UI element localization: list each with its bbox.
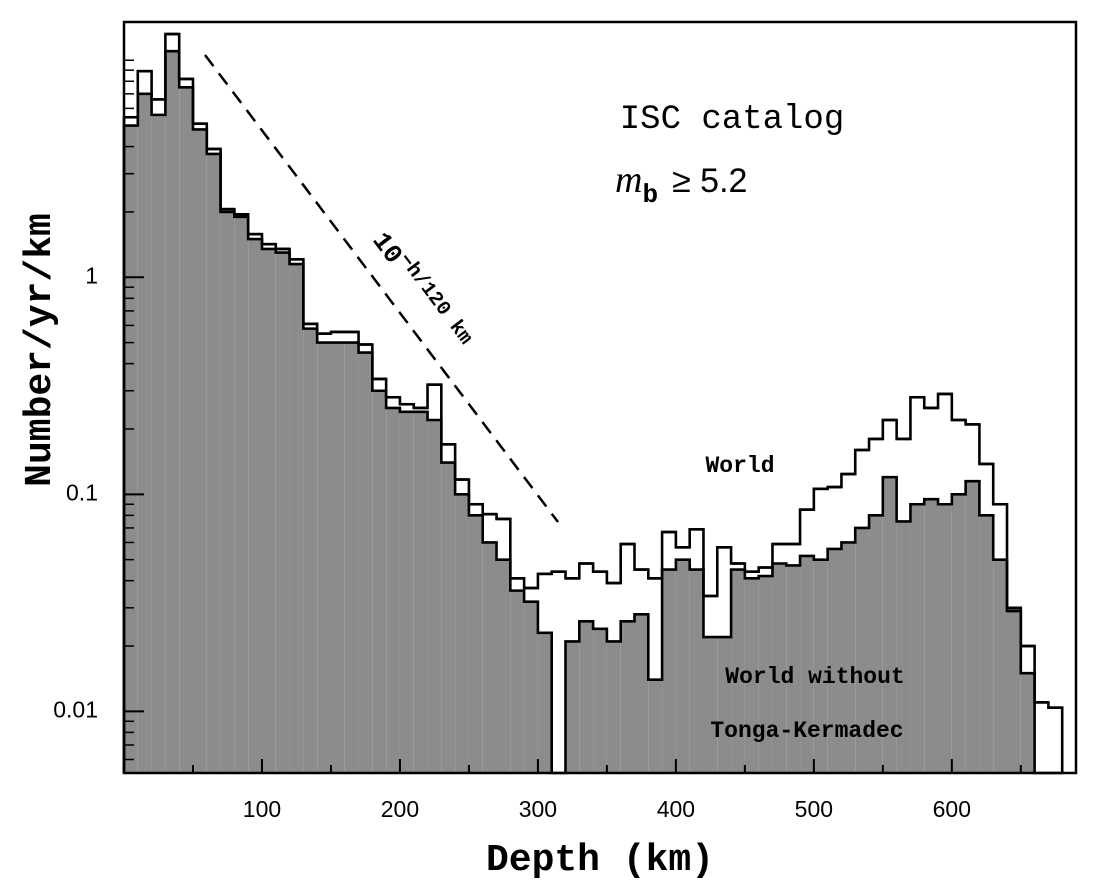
bar xyxy=(565,641,580,773)
step-outline xyxy=(122,32,1064,773)
bar xyxy=(717,637,732,773)
bar xyxy=(910,504,925,773)
bar xyxy=(206,153,221,773)
bar xyxy=(468,515,483,773)
bar xyxy=(330,342,345,773)
bar xyxy=(965,481,980,773)
bar xyxy=(289,264,304,773)
y-tick-label: 0.01 xyxy=(53,696,98,722)
bar xyxy=(386,407,400,773)
bar xyxy=(813,559,828,773)
label-world: World xyxy=(705,453,774,479)
magnitude-subscript: b xyxy=(642,180,658,210)
x-axis-label: Depth (km) xyxy=(486,839,714,882)
bar xyxy=(303,328,318,773)
bar xyxy=(220,211,235,774)
x-tick-label: 200 xyxy=(381,796,419,822)
slope-line xyxy=(204,54,559,523)
annotation-slope: 10−h/120 km xyxy=(366,224,477,356)
bar xyxy=(1020,673,1035,773)
bar xyxy=(579,621,594,773)
bar xyxy=(786,565,801,773)
bar xyxy=(703,637,718,773)
bar xyxy=(634,614,649,773)
bar xyxy=(344,342,359,773)
bar xyxy=(800,555,814,773)
bar xyxy=(151,114,166,774)
bar xyxy=(1007,607,1021,773)
bar xyxy=(758,576,773,773)
bar xyxy=(124,125,138,774)
bar xyxy=(358,352,373,773)
bar xyxy=(524,601,538,773)
bar xyxy=(744,578,759,773)
bar xyxy=(662,569,676,773)
magnitude-symbol: m xyxy=(615,159,642,201)
plot-layer xyxy=(122,32,1064,775)
bar xyxy=(993,559,1008,773)
annotation-catalog: ISC catalog xyxy=(620,101,844,139)
bar xyxy=(924,499,939,773)
bar xyxy=(606,641,621,773)
bar xyxy=(593,628,607,773)
bar xyxy=(869,515,883,773)
bar xyxy=(896,521,911,773)
bar xyxy=(165,51,180,774)
bar xyxy=(261,248,276,773)
x-tick-label: 600 xyxy=(933,796,971,822)
bar xyxy=(772,563,787,773)
bar xyxy=(275,252,290,773)
bar xyxy=(179,87,193,773)
bar xyxy=(496,559,511,773)
bar xyxy=(317,342,331,773)
bar xyxy=(855,527,870,773)
bar xyxy=(537,632,552,773)
bar xyxy=(248,239,262,773)
bar xyxy=(620,621,635,773)
plot-frame xyxy=(122,20,1078,775)
bar xyxy=(510,590,525,773)
x-tick-label: 400 xyxy=(657,796,695,822)
bar xyxy=(427,419,442,773)
x-tick-label: 500 xyxy=(795,796,833,822)
bar xyxy=(938,504,952,773)
bar xyxy=(192,129,207,774)
x-tick-label: 100 xyxy=(243,796,281,822)
slope-exponent: −h/120 km xyxy=(393,249,476,349)
bar xyxy=(441,462,456,773)
bar xyxy=(841,542,856,773)
bar xyxy=(137,93,152,773)
annotation-magnitude: mb ≥ 5.2 xyxy=(615,159,747,210)
label-filtered-2: Tonga-Kermadec xyxy=(710,718,903,744)
y-axis-label: Number/yr/km xyxy=(19,213,62,487)
bar xyxy=(882,477,897,773)
magnitude-relation: ≥ 5.2 xyxy=(672,162,747,200)
x-tick-label: 300 xyxy=(519,796,557,822)
bar xyxy=(731,569,745,773)
bar xyxy=(413,411,428,773)
bar xyxy=(827,548,842,773)
bar xyxy=(482,542,497,773)
step-outline xyxy=(122,49,1063,775)
y-tick-label: 0.1 xyxy=(66,479,98,505)
bar xyxy=(234,216,249,773)
bar xyxy=(675,559,690,773)
bar xyxy=(979,515,994,773)
bar xyxy=(689,569,704,773)
bar xyxy=(455,494,469,773)
bar xyxy=(372,390,387,773)
bar xyxy=(399,411,414,773)
bar xyxy=(648,679,663,773)
bar xyxy=(951,494,966,773)
label-filtered-1: World without xyxy=(725,664,904,690)
y-tick-label: 1 xyxy=(85,262,98,288)
